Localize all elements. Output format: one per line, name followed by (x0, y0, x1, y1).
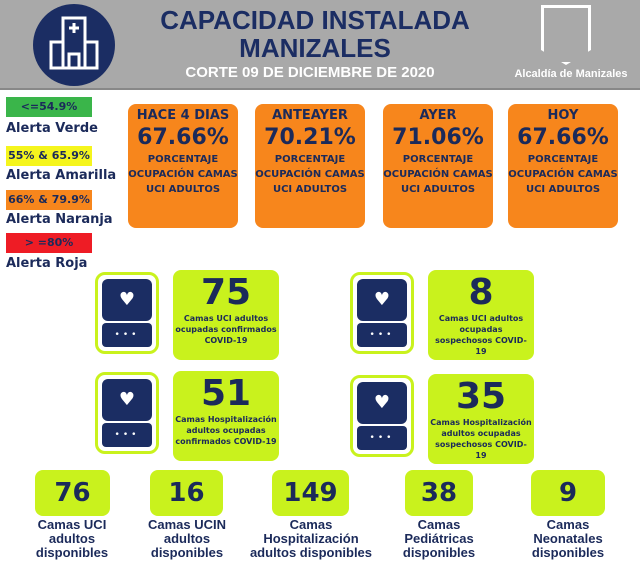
available-value: 149 (272, 470, 349, 516)
legend-label: Alerta Naranja (6, 212, 113, 227)
available-value: 76 (35, 470, 110, 516)
stat-card: 51 Camas Hospitalización adultos ocupadas… (173, 371, 279, 461)
page-title: CAPACIDAD INSTALADA MANIZALES (160, 5, 470, 63)
heart-monitor-icon: ♥ ••• (350, 375, 414, 457)
available-value: 16 (150, 470, 223, 516)
org-name: Alcaldía de Manizales (514, 68, 628, 80)
subtitle: CORTE 09 DE DICIEMBRE DE 2020 (185, 64, 435, 81)
occupancy-card: AYER 71.06% PORCENTAJE OCUPACIÓN CAMAS UCI… (383, 104, 493, 228)
stat-card: 75 Camas UCI adultos ocupadas confirmados… (173, 270, 279, 360)
header: CAPACIDAD INSTALADA MANIZALES CORTE 09 DE… (0, 0, 640, 90)
available-value: 9 (531, 470, 605, 516)
legend-range: 55% & 65.9% (6, 146, 92, 166)
legend-label: Alerta Roja (6, 256, 88, 271)
legend-range: 66% & 79.9% (6, 190, 92, 210)
hospital-icon (33, 4, 115, 86)
heart-monitor-icon: ♥ ••• (350, 272, 414, 354)
available-value: 38 (405, 470, 473, 516)
crest-logo (541, 5, 591, 65)
legend-label: Alerta Amarilla (6, 168, 117, 183)
heart-monitor-icon: ♥ ••• (95, 272, 159, 354)
occupancy-card: HOY 67.66% PORCENTAJE OCUPACIÓN CAMAS UCI … (508, 104, 618, 228)
legend-range: <=54.9% (6, 97, 92, 117)
occupancy-card: HACE 4 DIAS 67.66% PORCENTAJE OCUPACIÓN CA… (128, 104, 238, 228)
available-label: Camas Neonatales disponibles (531, 517, 605, 560)
legend-range: > =80% (6, 233, 92, 253)
available-label: Camas UCI adultos disponibles (35, 517, 109, 560)
occupancy-card: ANTEAYER 70.21% PORCENTAJE OCUPACIÓN CAMAS… (255, 104, 365, 228)
available-label: Camas Pediátricas disponibles (402, 517, 476, 560)
available-label: Camas UCIN adultos disponibles (147, 517, 227, 560)
available-label: Camas Hospitalización adultos disponible… (249, 517, 373, 560)
legend-label: Alerta Verde (6, 121, 98, 136)
heart-monitor-icon: ♥ ••• (95, 372, 159, 454)
stat-card: 35 Camas Hospitalización adultos ocupadas… (428, 374, 534, 464)
stat-card: 8 Camas UCI adultos ocupadas sospechosos … (428, 270, 534, 360)
